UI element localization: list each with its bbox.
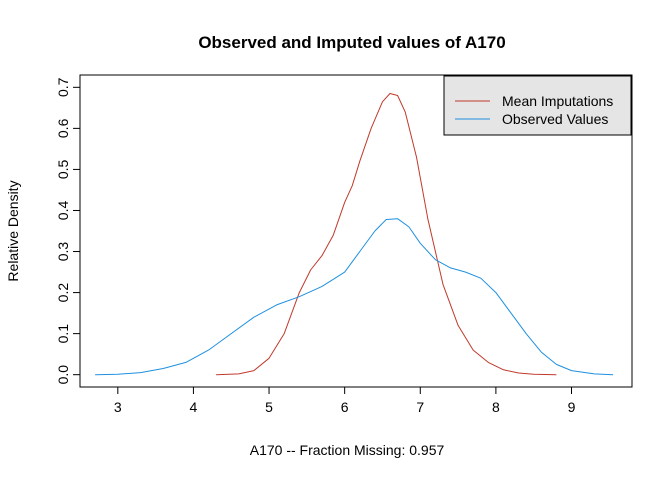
x-tick-label: 7 bbox=[416, 399, 424, 415]
y-axis-label: Relative Density bbox=[5, 180, 21, 281]
y-tick-label: 0.6 bbox=[55, 118, 71, 138]
x-axis-label: A170 -- Fraction Missing: 0.957 bbox=[250, 442, 445, 458]
x-tick-label: 8 bbox=[492, 399, 500, 415]
y-tick-label: 0.5 bbox=[55, 159, 71, 179]
y-tick-label: 0.0 bbox=[55, 365, 71, 385]
x-tick-label: 6 bbox=[341, 399, 349, 415]
y-axis: 0.0 0.1 0.2 0.3 0.4 0.5 0.6 0.7 bbox=[55, 77, 81, 385]
legend-label-1: Observed Values bbox=[502, 111, 608, 127]
chart-title: Observed and Imputed values of A170 bbox=[198, 33, 505, 52]
y-tick-label: 0.7 bbox=[55, 77, 71, 97]
series-line-0 bbox=[216, 93, 557, 376]
x-axis: 3 4 5 6 7 8 9 bbox=[114, 386, 576, 415]
y-tick-label: 0.3 bbox=[55, 242, 71, 262]
legend: Mean Imputations Observed Values bbox=[443, 75, 632, 136]
series-layer bbox=[95, 93, 614, 376]
y-tick-label: 0.1 bbox=[55, 324, 71, 344]
y-tick-label: 0.2 bbox=[55, 283, 71, 303]
series-line-1 bbox=[95, 218, 614, 376]
x-tick-label: 9 bbox=[568, 399, 576, 415]
legend-label-0: Mean Imputations bbox=[502, 93, 613, 109]
x-tick-label: 3 bbox=[114, 399, 122, 415]
x-tick-label: 5 bbox=[265, 399, 273, 415]
legend-box bbox=[443, 75, 632, 136]
y-tick-label: 0.4 bbox=[55, 201, 71, 221]
x-tick-label: 4 bbox=[190, 399, 198, 415]
